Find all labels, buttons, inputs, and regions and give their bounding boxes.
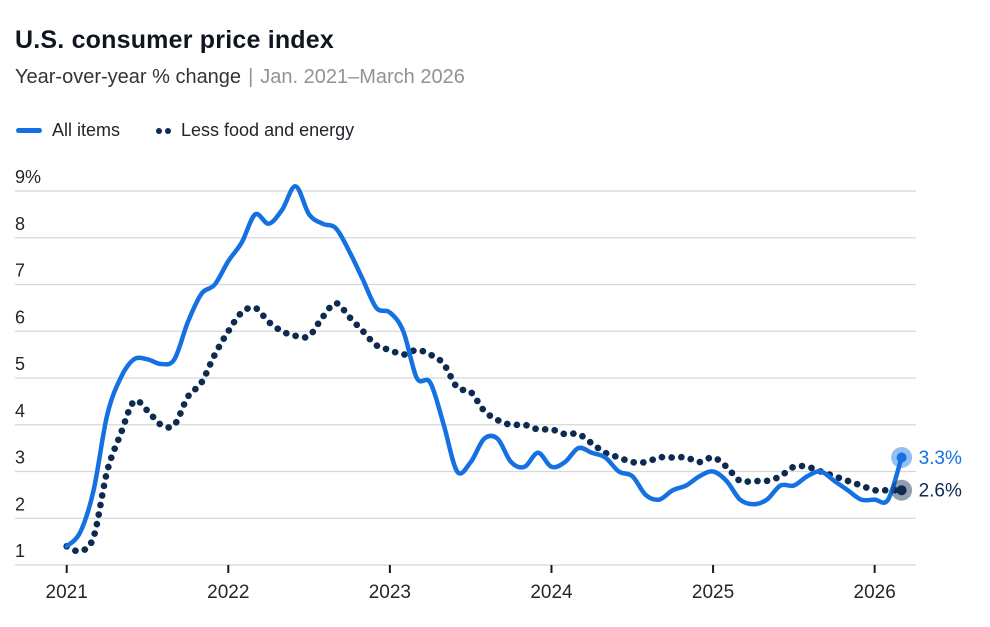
x-axis-label: 2021 (46, 582, 88, 603)
page-title: U.S. consumer price index (15, 26, 334, 54)
series-line-less-food-and-energy (63, 299, 905, 555)
end-point-dot (896, 452, 907, 463)
x-axis-label: 2026 (854, 582, 896, 603)
solid-line-swatch-icon (16, 128, 42, 133)
dotted-line-swatch-icon (156, 127, 172, 134)
subtitle-measure: Year-over-year % change (15, 66, 242, 88)
end-value-label: 3.3% (919, 448, 962, 469)
x-axis-label: 2023 (369, 582, 411, 603)
legend-label-less-food-and-energy: Less food and energy (181, 120, 355, 140)
end-value-label: 2.6% (919, 481, 962, 502)
legend-label-all-items: All items (52, 120, 121, 140)
y-axis-label: 3 (15, 448, 25, 468)
y-axis-label: 9% (15, 167, 41, 187)
legend: All items Less food and energy (16, 120, 354, 141)
x-axis-label: 2022 (207, 582, 249, 603)
dot-icon (156, 127, 163, 134)
x-axis-label: 2025 (692, 582, 734, 603)
y-axis-label: 1 (15, 541, 25, 561)
subtitle-separator: | (248, 66, 254, 88)
legend-item-less-food-and-energy: Less food and energy (156, 120, 354, 141)
x-axis-label: 2024 (530, 582, 573, 603)
y-axis-label: 8 (15, 214, 25, 234)
y-axis-label: 5 (15, 354, 25, 374)
chart-subtitle: Year-over-year % change | Jan. 2021–March … (15, 66, 465, 89)
end-point-dot (896, 485, 907, 496)
series-line-all-items (64, 184, 904, 549)
subtitle-date-range: Jan. 2021–March 2026 (260, 66, 465, 88)
y-axis-label: 4 (15, 401, 25, 421)
dot-icon (165, 127, 172, 134)
y-axis-label: 7 (15, 261, 25, 281)
legend-item-all-items: All items (16, 120, 120, 141)
y-axis-label: 6 (15, 307, 25, 327)
y-axis-label: 2 (15, 494, 25, 514)
